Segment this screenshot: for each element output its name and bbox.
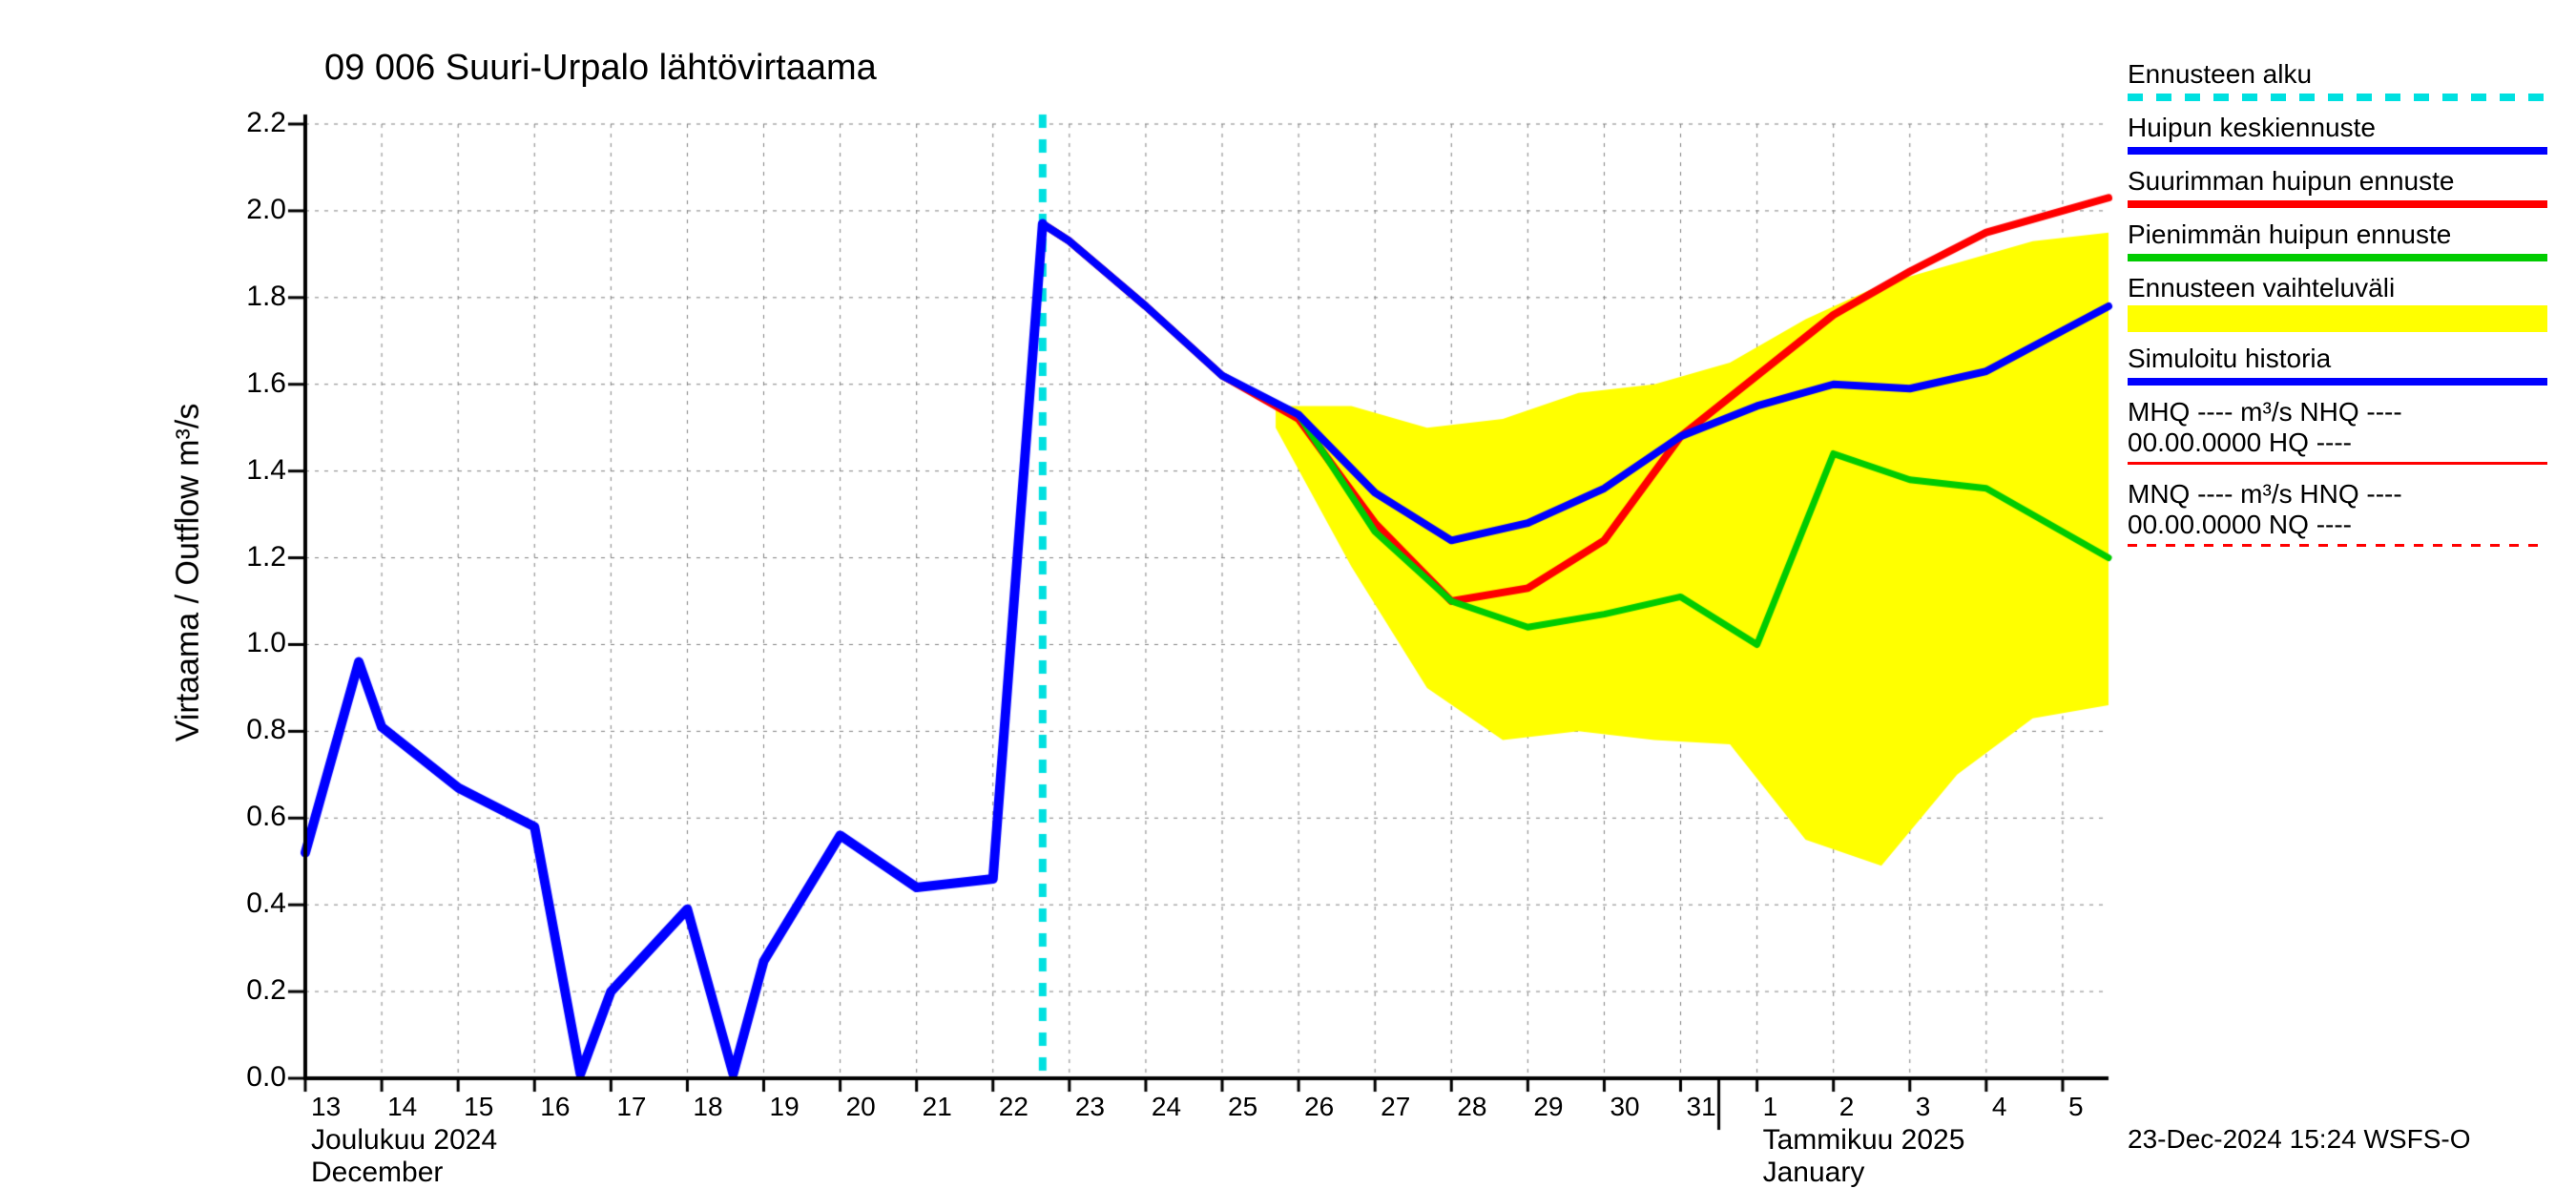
legend-swatch xyxy=(2128,147,2547,155)
x-tick-label: 24 xyxy=(1152,1092,1181,1122)
legend-swatch xyxy=(2128,305,2547,332)
y-tick-label: 1.4 xyxy=(219,454,286,487)
x-tick-label: 27 xyxy=(1381,1092,1410,1122)
legend-swatch xyxy=(2128,200,2547,208)
y-axis-label: Virtaama / Outflow m³/s xyxy=(170,404,207,742)
x-tick-label: 5 xyxy=(2068,1092,2084,1122)
legend-label: Simuloitu historia xyxy=(2128,344,2331,374)
x-tick-label: 17 xyxy=(616,1092,646,1122)
y-tick-label: 1.2 xyxy=(219,541,286,574)
y-tick-label: 0.6 xyxy=(219,801,286,833)
x-tick-label: 25 xyxy=(1228,1092,1257,1122)
legend-label: Pienimmän huipun ennuste xyxy=(2128,219,2451,250)
legend-swatch xyxy=(2128,378,2547,386)
y-tick-label: 2.2 xyxy=(219,107,286,139)
y-tick-label: 1.8 xyxy=(219,281,286,313)
legend-swatch xyxy=(2128,254,2547,261)
legend-swatch xyxy=(2128,544,2547,547)
x-sub-label: January xyxy=(1763,1157,1865,1189)
x-tick-label: 28 xyxy=(1457,1092,1486,1122)
x-sub-label: Joulukuu 2024 xyxy=(311,1124,497,1157)
legend-swatch xyxy=(2128,94,2547,101)
x-tick-label: 16 xyxy=(540,1092,570,1122)
x-tick-label: 29 xyxy=(1533,1092,1563,1122)
y-tick-label: 0.4 xyxy=(219,887,286,920)
chart-container: Virtaama / Outflow m³/s 09 006 Suuri-Urp… xyxy=(0,0,2576,1145)
chart-title: 09 006 Suuri-Urpalo lähtövirtaama xyxy=(324,48,877,89)
x-tick-label: 19 xyxy=(770,1092,800,1122)
y-tick-label: 0.8 xyxy=(219,714,286,746)
y-tick-label: 1.6 xyxy=(219,367,286,400)
x-tick-label: 13 xyxy=(311,1092,341,1122)
x-tick-label: 30 xyxy=(1610,1092,1639,1122)
y-tick-label: 2.0 xyxy=(219,194,286,226)
x-tick-label: 15 xyxy=(464,1092,493,1122)
footer-timestamp: 23-Dec-2024 15:24 WSFS-O xyxy=(2128,1124,2471,1155)
y-tick-label: 0.0 xyxy=(219,1061,286,1094)
x-tick-label: 22 xyxy=(999,1092,1028,1122)
legend-label: Suurimman huipun ennuste xyxy=(2128,166,2454,197)
legend-label: Huipun keskiennuste xyxy=(2128,113,2376,143)
x-tick-label: 23 xyxy=(1075,1092,1105,1122)
x-sub-label: December xyxy=(311,1157,443,1189)
y-tick-label: 1.0 xyxy=(219,627,286,659)
legend-label: Ennusteen alku xyxy=(2128,59,2312,90)
x-tick-label: 3 xyxy=(1916,1092,1931,1122)
legend-swatch xyxy=(2128,462,2547,465)
x-tick-label: 20 xyxy=(846,1092,876,1122)
x-tick-label: 18 xyxy=(693,1092,722,1122)
legend-stat: 00.00.0000 NQ ---- xyxy=(2128,510,2352,540)
x-tick-label: 14 xyxy=(387,1092,417,1122)
x-tick-label: 2 xyxy=(1839,1092,1855,1122)
legend-stat: MHQ ---- m³/s NHQ ---- xyxy=(2128,397,2402,428)
x-tick-label: 21 xyxy=(923,1092,952,1122)
x-tick-label: 31 xyxy=(1687,1092,1716,1122)
x-tick-label: 26 xyxy=(1304,1092,1334,1122)
x-sub-label: Tammikuu 2025 xyxy=(1763,1124,1965,1157)
legend-label: Ennusteen vaihteluväli xyxy=(2128,273,2395,303)
legend-stat: MNQ ---- m³/s HNQ ---- xyxy=(2128,479,2402,510)
y-tick-label: 0.2 xyxy=(219,974,286,1007)
x-tick-label: 1 xyxy=(1763,1092,1778,1122)
legend-stat: 00.00.0000 HQ ---- xyxy=(2128,428,2352,458)
x-tick-label: 4 xyxy=(1992,1092,2007,1122)
